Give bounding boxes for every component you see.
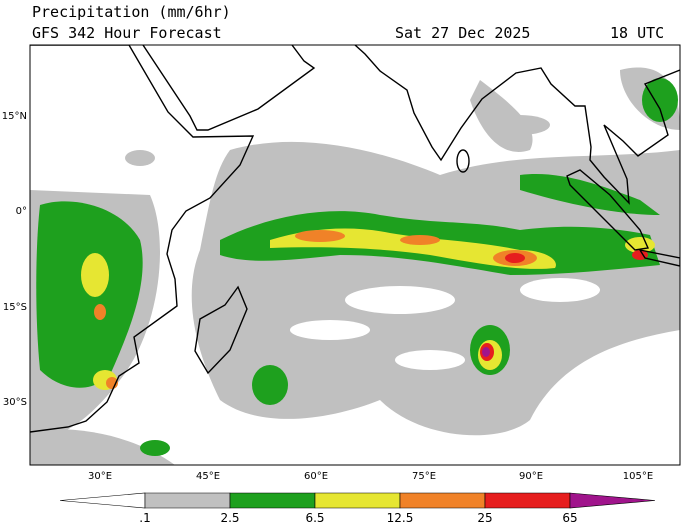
rain-area bbox=[125, 150, 155, 166]
rain-core bbox=[94, 304, 106, 320]
colorbar-swatch bbox=[314, 492, 401, 509]
lat-label: 15°N bbox=[2, 111, 27, 122]
rain-core bbox=[81, 253, 109, 297]
lon-label: 75°E bbox=[412, 471, 436, 482]
lon-label: 90°E bbox=[519, 471, 543, 482]
lat-label: 15°S bbox=[3, 302, 27, 313]
colorbar-swatch bbox=[484, 492, 571, 509]
rain-core bbox=[625, 237, 655, 253]
lon-axis: 30°E 45°E 60°E 75°E 90°E 105°E bbox=[88, 471, 653, 482]
date: Sat 27 Dec 2025 bbox=[395, 24, 530, 42]
coastline-java bbox=[638, 248, 680, 267]
lon-label: 60°E bbox=[304, 471, 328, 482]
gap bbox=[345, 286, 455, 314]
lon-label: 105°E bbox=[623, 471, 653, 482]
map-area bbox=[30, 45, 680, 465]
precip-peak bbox=[482, 347, 490, 357]
coastline-arabia bbox=[142, 45, 316, 131]
coastline-sri-lanka bbox=[456, 149, 470, 173]
colorbar-label: 12.5 bbox=[387, 511, 414, 525]
rain-core bbox=[400, 235, 440, 245]
rain-band bbox=[520, 174, 660, 215]
gap bbox=[520, 278, 600, 302]
rain-core bbox=[505, 253, 525, 263]
colorbar-label: 65 bbox=[562, 511, 577, 525]
lon-label: 45°E bbox=[196, 471, 220, 482]
colorbar-label: .1 bbox=[139, 511, 150, 525]
rain-cell bbox=[642, 78, 678, 122]
colorbar-label: 6.5 bbox=[305, 511, 324, 525]
colorbar-swatch bbox=[399, 492, 486, 509]
lat-label: 0° bbox=[16, 206, 27, 217]
rain-area bbox=[30, 429, 175, 465]
precip-gaps bbox=[290, 278, 600, 370]
rain-cell bbox=[252, 365, 288, 405]
coastline-madagascar bbox=[194, 285, 248, 375]
colorbar-swatch bbox=[144, 492, 231, 509]
rain-cell bbox=[140, 440, 170, 456]
coastline-sumatra bbox=[566, 169, 650, 251]
lat-label: 30°S bbox=[3, 397, 27, 408]
time: 18 UTC bbox=[610, 24, 664, 42]
colorbar-swatch bbox=[229, 492, 316, 509]
gap bbox=[290, 320, 370, 340]
coastline-asia bbox=[354, 45, 680, 205]
colorbar-swatch bbox=[59, 492, 146, 509]
coastline-africa bbox=[30, 45, 255, 433]
lat-axis: 15°N 0° 15°S 30°S bbox=[2, 111, 27, 408]
gap bbox=[395, 350, 465, 370]
title: Precipitation (mm/6hr) bbox=[32, 3, 231, 21]
rain-core bbox=[295, 230, 345, 242]
colorbar-swatch bbox=[569, 492, 656, 509]
rain-area bbox=[490, 115, 550, 135]
colorbar-label: 2.5 bbox=[220, 511, 239, 525]
lon-label: 30°E bbox=[88, 471, 112, 482]
colorbar-label: 25 bbox=[477, 511, 492, 525]
colorbar: .1 2.5 6.5 12.5 25 65 bbox=[59, 492, 656, 525]
map-frame bbox=[29, 44, 681, 466]
subtitle: GFS 342 Hour Forecast bbox=[32, 24, 222, 42]
